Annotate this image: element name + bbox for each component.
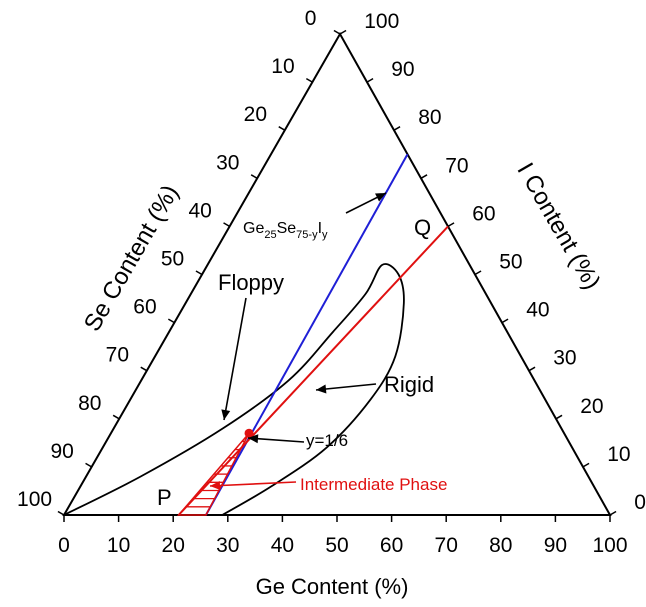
right-axis-title: I Content (%): [511, 158, 605, 294]
tick-marks: [57, 29, 617, 522]
right-tick-label-90: 90: [391, 58, 414, 81]
bottom-tick-label-80: 80: [489, 534, 512, 557]
left-tick-0: [333, 29, 341, 35]
right-tick-60: [447, 222, 455, 228]
formula-sub-75-y: 75-y: [296, 229, 318, 241]
left-tick-label-0: 0: [305, 7, 317, 30]
intermediate-phase-arrow: [209, 481, 297, 487]
left-tick-label-40: 40: [188, 199, 211, 222]
rigid-arrow-head: [316, 384, 327, 394]
y-1-6-arrow-head: [248, 434, 259, 444]
right-tick-label-60: 60: [472, 202, 495, 225]
formula-sub-y: y: [322, 229, 328, 241]
left-tick-label-60: 60: [133, 296, 156, 319]
intermediate-phase-arrow-head: [210, 481, 221, 491]
right-tick-label-100: 100: [364, 10, 399, 33]
right-tick-label-0: 0: [634, 491, 646, 514]
intermediate-phase-label: Intermediate Phase: [300, 475, 447, 494]
bottom-tick-label-50: 50: [325, 534, 348, 557]
left-tick-10: [305, 77, 313, 83]
left-tick-label-50: 50: [161, 248, 184, 271]
right-tick-20: [555, 414, 563, 420]
floppy-label: Floppy: [218, 270, 284, 295]
formula-sub-25: 25: [264, 229, 276, 241]
right-tick-label-10: 10: [607, 443, 630, 466]
right-tick-label-70: 70: [445, 154, 468, 177]
y-1-6-label: y=1/6: [306, 431, 348, 450]
left-tick-90: [85, 462, 92, 468]
formula-arrow-head: [375, 193, 386, 202]
formula-ge: Ge: [243, 220, 264, 237]
left-tick-100: [57, 510, 65, 516]
right-tick-10: [582, 462, 590, 468]
right-tick-90: [366, 77, 374, 83]
bottom-tick-label-0: 0: [58, 534, 70, 557]
right-tick-label-40: 40: [526, 299, 549, 322]
left-tick-label-100: 100: [17, 488, 52, 511]
rigid-arrow: [315, 383, 377, 391]
right-tick-label-80: 80: [418, 106, 441, 129]
left-tick-30: [250, 174, 258, 179]
left-tick-label-20: 20: [244, 103, 267, 126]
right-tick-label-50: 50: [499, 251, 522, 274]
intermediate-phase-outline: [177, 432, 250, 516]
ge25-composition-line: [205, 153, 409, 516]
right-tick-80: [393, 126, 401, 131]
left-tick-70: [140, 366, 148, 372]
right-tick-40: [501, 318, 509, 324]
annotation-arrows: [209, 192, 387, 491]
y-1-6-point: [244, 428, 254, 438]
left-tick-20: [278, 126, 286, 131]
right-tick-30: [528, 366, 536, 372]
compound-formula-label: Ge25Se75-yIy: [243, 220, 328, 241]
floppy-arrow: [223, 297, 247, 421]
bottom-tick-label-30: 30: [216, 534, 239, 557]
left-tick-50: [195, 270, 203, 276]
left-tick-40: [223, 222, 230, 228]
left-tick-80: [112, 414, 120, 420]
point-q-label: Q: [414, 215, 431, 240]
right-tick-70: [420, 174, 428, 179]
right-tick-label-20: 20: [580, 395, 603, 418]
p-q-line: [177, 225, 449, 516]
right-tick-50: [474, 270, 482, 276]
bottom-tick-label-90: 90: [544, 534, 567, 557]
right-tick-0: [609, 510, 617, 516]
left-tick-label-90: 90: [50, 440, 73, 463]
tick-labels: 0 10 20 30 40 50 60 70 80 90 100010203040506070809…: [17, 7, 646, 557]
bottom-tick-label-40: 40: [271, 534, 294, 557]
left-tick-label-80: 80: [78, 392, 101, 415]
left-tick-label-30: 30: [216, 151, 239, 174]
left-tick-label-70: 70: [106, 344, 129, 367]
floppy-rigid-boundary-curve: [63, 263, 405, 516]
floppy-arrow-head: [221, 409, 231, 420]
bottom-tick-label-10: 10: [107, 534, 130, 557]
rigid-label: Rigid: [384, 372, 434, 397]
formula-se: Se: [277, 220, 297, 237]
bottom-tick-label-60: 60: [380, 534, 403, 557]
point-p-label: P: [157, 485, 172, 510]
right-tick-100: [339, 29, 347, 35]
bottom-tick-label-20: 20: [162, 534, 185, 557]
left-tick-60: [167, 318, 175, 324]
bottom-axis-title: Ge Content (%): [256, 574, 409, 599]
left-tick-label-10: 10: [271, 55, 294, 78]
right-tick-label-30: 30: [553, 347, 576, 370]
formula-i: I: [318, 220, 322, 237]
bottom-tick-label-100: 100: [592, 534, 627, 557]
bottom-tick-label-70: 70: [435, 534, 458, 557]
